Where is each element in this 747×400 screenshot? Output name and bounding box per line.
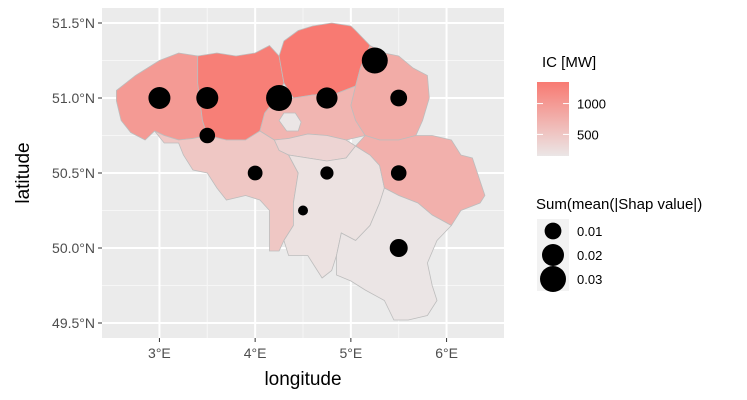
y-tick-label: 51.0°N [52, 90, 95, 106]
fill-legend-title: IC [MW] [542, 54, 596, 71]
size-legend-label: 0.03 [577, 272, 602, 287]
y-axis-ticks: 49.5°N 50.0°N 50.5°N 51.0°N 51.5°N [52, 15, 102, 331]
fill-legend: IC [MW] 1000 500 [537, 54, 606, 156]
size-legend-label: 0.02 [577, 248, 602, 263]
size-legend-symbol [542, 244, 564, 266]
y-tick-label: 50.0°N [52, 240, 95, 256]
x-tick-label: 3°E [148, 345, 171, 361]
data-point [298, 205, 308, 216]
data-point [247, 165, 263, 181]
size-legend-title: Sum(mean(|Shap value|) [536, 196, 702, 213]
data-point [199, 127, 216, 144]
x-tick-label: 4°E [244, 345, 267, 361]
data-point [196, 87, 219, 109]
size-legend-symbol [544, 222, 562, 240]
region-brussels [278, 112, 302, 132]
data-points [148, 47, 408, 257]
y-tick-label: 49.5°N [52, 315, 95, 331]
data-point [390, 89, 408, 107]
y-tick-label: 50.5°N [52, 165, 95, 181]
x-tick-label: 6°E [435, 345, 458, 361]
data-point [390, 165, 407, 181]
x-axis-title: longitude [264, 369, 341, 390]
x-axis-ticks: 3°E 4°E 5°E 6°E [148, 338, 458, 361]
data-point [316, 87, 338, 109]
size-legend: Sum(mean(|Shap value|) 0.01 0.02 0.03 [536, 196, 702, 292]
data-point [148, 87, 171, 109]
y-tick-label: 51.5°N [52, 15, 95, 31]
size-legend-symbol [540, 266, 566, 292]
colorbar-tick-label: 1000 [577, 97, 606, 112]
data-point [266, 85, 293, 111]
data-point [389, 239, 408, 257]
data-point [320, 166, 334, 180]
colorbar-tick-label: 500 [577, 127, 599, 142]
data-point [361, 47, 388, 74]
y-axis-title: latitude [13, 142, 34, 203]
fill-legend-colorbar [537, 82, 569, 156]
size-legend-label: 0.01 [577, 224, 602, 239]
x-tick-label: 5°E [339, 345, 362, 361]
